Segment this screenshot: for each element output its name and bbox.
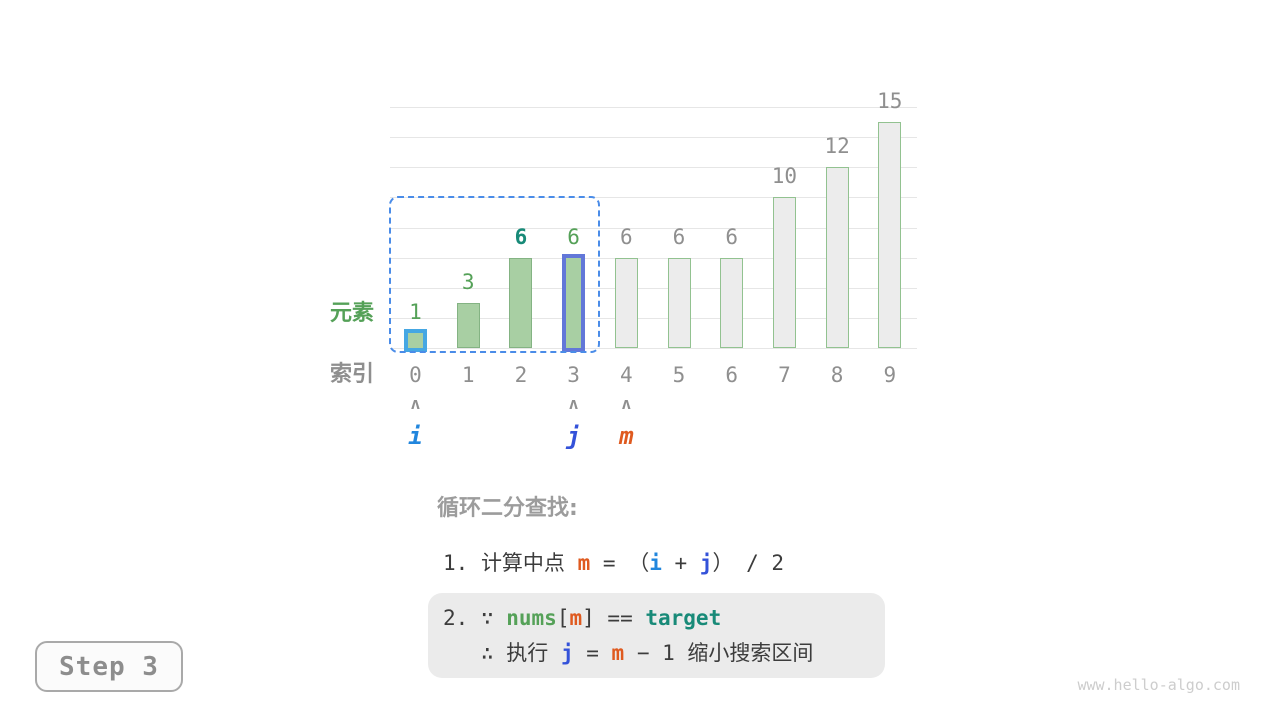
instruction-step-2-box bbox=[428, 593, 885, 678]
index-label: 3 bbox=[567, 363, 580, 387]
gridline bbox=[390, 348, 917, 349]
bar-4 bbox=[614, 258, 638, 348]
step2-tail: 缩小搜索区间 bbox=[687, 641, 814, 665]
bar-7 bbox=[772, 197, 796, 348]
gridline bbox=[390, 318, 917, 319]
bar-value-label: 6 bbox=[567, 225, 580, 249]
bar-value-label: 6 bbox=[725, 225, 739, 249]
index-label: 8 bbox=[830, 363, 844, 387]
index-label: 7 bbox=[778, 363, 791, 387]
pointer-caret-j: ʌ bbox=[568, 394, 579, 413]
bar-value-label: 6 bbox=[514, 225, 528, 249]
search-range-box bbox=[389, 196, 600, 353]
step-badge: Step 3 bbox=[35, 641, 183, 692]
gridline bbox=[390, 228, 917, 229]
bar-8 bbox=[825, 167, 849, 348]
step2-number: 2. bbox=[443, 606, 481, 630]
step2-assign: = bbox=[573, 641, 612, 665]
index-label: 5 bbox=[672, 363, 686, 387]
var-m-token: m bbox=[577, 551, 591, 575]
gridline bbox=[390, 288, 917, 289]
target-token: target bbox=[645, 606, 722, 630]
index-label: 2 bbox=[514, 363, 528, 387]
pointer-label-m: m bbox=[619, 422, 634, 450]
elements-axis-label: 元素 bbox=[329, 301, 374, 326]
index-axis-label: 索引 bbox=[329, 362, 374, 387]
pointer-caret-i: ʌ bbox=[410, 394, 421, 413]
bar-value-label: 6 bbox=[672, 225, 686, 249]
var-m-token: m bbox=[569, 606, 583, 630]
bracket-close: ] bbox=[582, 606, 595, 630]
index-label: 1 bbox=[461, 363, 475, 387]
var-i-token: i bbox=[649, 551, 662, 575]
step1-label: 计算中点 bbox=[480, 551, 578, 575]
bar-2 bbox=[509, 258, 533, 348]
gridline bbox=[390, 258, 917, 259]
index-label: 4 bbox=[619, 363, 633, 387]
gridline bbox=[390, 197, 917, 198]
bar-0 bbox=[404, 329, 427, 352]
var-j-token: j bbox=[560, 641, 574, 665]
var-m-token: m bbox=[611, 641, 625, 665]
bar-value-label: 1 bbox=[409, 300, 422, 324]
bar-value-label: 12 bbox=[824, 134, 850, 158]
gridline bbox=[390, 107, 917, 108]
step1-close-paren: ） bbox=[712, 551, 734, 575]
instructions-heading: 循环二分查找: bbox=[437, 496, 578, 521]
step1-plus: + bbox=[661, 551, 700, 575]
bar-value-label: 15 bbox=[877, 89, 903, 113]
index-label: 9 bbox=[883, 363, 897, 387]
watermark-url: www.hello-algo.com bbox=[1077, 676, 1240, 694]
index-label: 6 bbox=[725, 363, 739, 387]
bar-1 bbox=[456, 303, 480, 348]
bar-value-label: 3 bbox=[461, 270, 475, 294]
bar-value-label: 10 bbox=[771, 164, 798, 188]
step2-minus: − 1 bbox=[624, 641, 688, 665]
bar-value-label: 6 bbox=[619, 225, 633, 249]
bar-3 bbox=[562, 254, 586, 352]
step1-number: 1. bbox=[443, 551, 481, 575]
instruction-step-2-line-1: 2. ∵ nums[m] == target bbox=[443, 604, 721, 632]
because-symbol: ∵ bbox=[480, 606, 507, 630]
bar-6 bbox=[720, 258, 744, 348]
bar-5 bbox=[667, 258, 691, 348]
bracket-open: [ bbox=[556, 606, 570, 630]
bar-9 bbox=[878, 122, 902, 348]
pointer-label-j: j bbox=[566, 422, 581, 450]
pointer-caret-m: ʌ bbox=[621, 394, 632, 413]
nums-token: nums bbox=[506, 606, 557, 630]
instruction-step-1: 1. 计算中点 m = （i + j） / 2 bbox=[443, 549, 784, 577]
step1-eq: = bbox=[590, 551, 629, 575]
step1-tail: / 2 bbox=[733, 551, 785, 575]
therefore-symbol: ∴ 执行 bbox=[481, 641, 561, 665]
index-label: 0 bbox=[409, 363, 422, 387]
step-badge-label: Step 3 bbox=[59, 651, 159, 682]
gridline bbox=[390, 167, 917, 168]
step2-eq: == bbox=[594, 606, 646, 630]
var-j-token: j bbox=[699, 551, 713, 575]
instruction-step-2-line-2: ∴ 执行 j = m − 1 缩小搜索区间 bbox=[481, 639, 813, 667]
pointer-label-i: i bbox=[408, 422, 423, 450]
step1-open-paren: （ bbox=[628, 551, 650, 575]
gridline bbox=[390, 137, 917, 138]
